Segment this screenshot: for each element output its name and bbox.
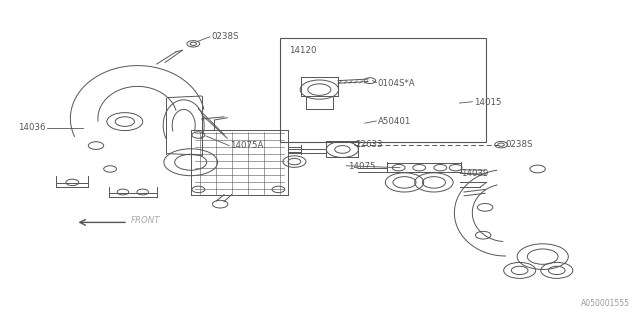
- Text: 14075: 14075: [348, 162, 375, 171]
- Text: 0104S*A: 0104S*A: [378, 79, 415, 88]
- Text: FRONT: FRONT: [131, 216, 161, 225]
- Text: 0238S: 0238S: [506, 140, 533, 149]
- Text: A50401: A50401: [378, 117, 411, 126]
- Bar: [280, 38, 486, 142]
- Text: 0238S: 0238S: [211, 32, 239, 41]
- Text: 22633: 22633: [356, 140, 383, 149]
- Text: 14039: 14039: [461, 169, 488, 178]
- Text: 14036: 14036: [18, 124, 45, 132]
- Text: 14075A: 14075A: [230, 141, 264, 150]
- Text: 14120: 14120: [289, 46, 317, 55]
- Text: A050001555: A050001555: [581, 299, 630, 308]
- Text: 14015: 14015: [474, 98, 501, 107]
